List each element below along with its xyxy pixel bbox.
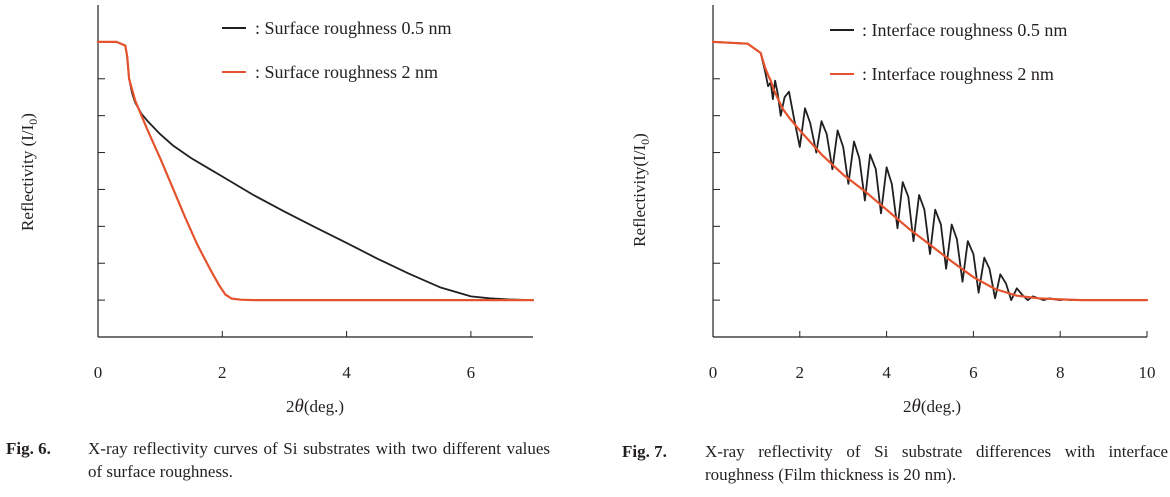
x-tick-label: 8 — [1056, 363, 1065, 382]
x-axis-label: 2θ(deg.) — [286, 396, 344, 417]
y-axis-label-subscript: 0 — [638, 139, 652, 145]
x-axis-label-theta: θ — [912, 396, 921, 417]
fig7-caption-label: Fig. 7. — [622, 442, 667, 461]
x-axis-label-suffix: (deg.) — [304, 397, 344, 416]
x-tick-label: 6 — [969, 363, 978, 382]
fig6-caption-text: X-ray reflectivity curves of Si substrat… — [88, 439, 550, 481]
fig7-caption-text: X-ray reflectivity of Si substrate diffe… — [705, 442, 1168, 484]
y-axis-label-close: ) — [630, 133, 649, 139]
y-axis-label: Reflectivity (I/I0) — [18, 113, 40, 231]
x-axis-label-suffix: (deg.) — [921, 397, 961, 416]
y-axis-label-main: Reflectivity (I/I — [18, 124, 37, 231]
y-axis-label-subscript: 0 — [26, 119, 40, 125]
legend-label-2: : Surface roughness 2 nm — [255, 62, 438, 82]
series-line-2 — [711, 40, 1149, 302]
x-tick-label: 6 — [467, 363, 476, 382]
legend-label-1: : Interface roughness 0.5 nm — [862, 20, 1067, 40]
y-axis-label-main: Reflectivity(I/I — [630, 145, 649, 247]
figure-panels: 0 2 4 62θ(deg.)Reflectivity (I/I0): Surface… — [18, 5, 1156, 417]
x-tick-label: 4 — [882, 363, 891, 382]
y-axis-label: Reflectivity(I/I0) — [630, 133, 652, 247]
legend-label-1: : Surface roughness 0.5 nm — [255, 18, 451, 38]
x-axis-label-theta: θ — [295, 396, 304, 417]
x-axis-label: 2θ(deg.) — [903, 396, 961, 417]
fig6-chart: 0 2 4 62θ(deg.)Reflectivity (I/I0): Surface… — [18, 5, 535, 417]
fig6-caption-label: Fig. 6. — [6, 439, 51, 458]
x-tick-label: 10 — [1139, 363, 1156, 382]
legend-label-2: : Interface roughness 2 nm — [862, 64, 1054, 84]
y-axis-label-close: ) — [18, 113, 37, 119]
x-tick-label: 2 — [218, 363, 227, 382]
x-axis-label-prefix: 2 — [903, 397, 912, 416]
x-tick-label: 0 — [94, 363, 103, 382]
x-axis-label-prefix: 2 — [286, 397, 295, 416]
x-tick-label: 2 — [796, 363, 805, 382]
series-line-2 — [96, 40, 535, 302]
x-tick-label: 4 — [342, 363, 351, 382]
x-tick-label: 0 — [709, 363, 718, 382]
